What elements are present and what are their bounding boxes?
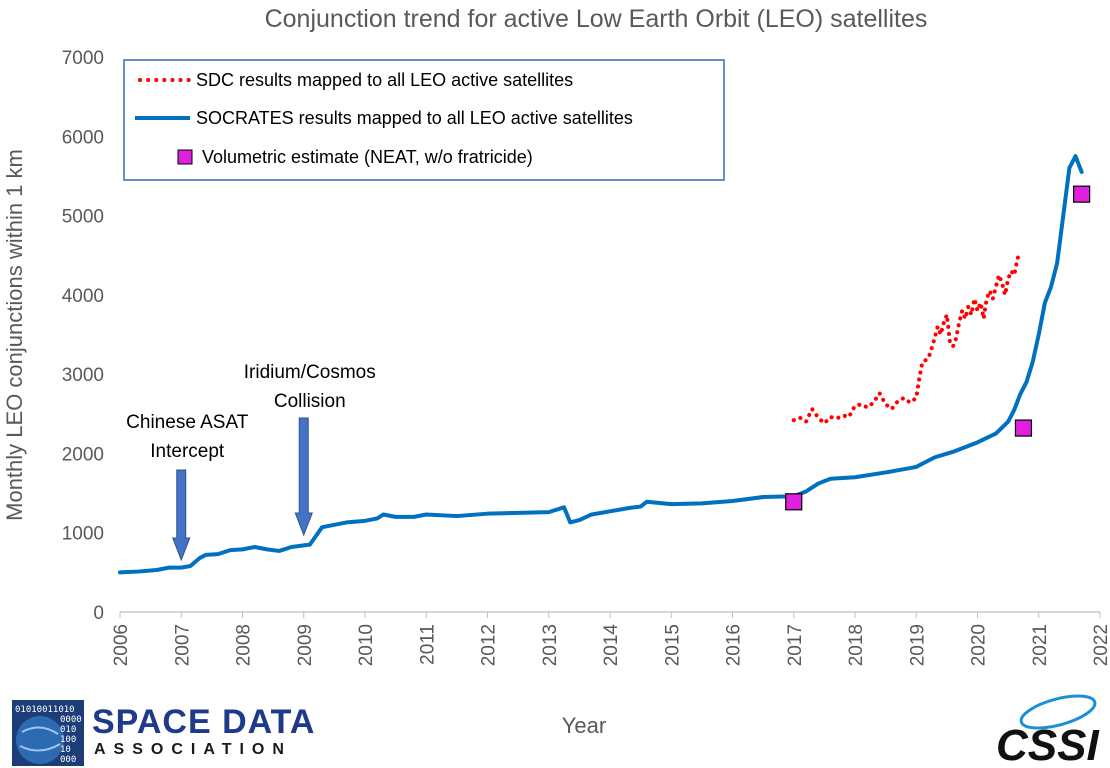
x-tick-label: 2013 [540,624,561,666]
y-tick-label: 1000 [62,524,104,545]
x-tick-label: 2010 [356,624,377,666]
cssi-logo: CSSI [996,694,1099,768]
sda-logo-text: SPACE DATA [92,703,315,741]
cssi-logo-text: CSSI [996,721,1099,768]
x-tick-label: 2014 [601,624,622,667]
legend-socrates-label: SOCRATES results mapped to all LEO activ… [196,108,633,128]
legend-box [123,59,725,181]
y-tick-label: 7000 [62,48,104,69]
sda-binary-text: 100 [60,735,76,745]
sda-binary-text: 10 [60,745,71,755]
series-line-socrates [118,154,1084,575]
series-line-sdc [791,249,1023,427]
sda-logo-subtext: ASSOCIATION [94,741,292,758]
volumetric-marker [1073,185,1091,203]
orbit-ring-icon [1019,694,1097,730]
sda-binary-text: 000 [60,755,76,765]
annotation-layer: Chinese ASAT Intercept Iridium/Cosmos Colli… [126,362,376,562]
volumetric-marker [1014,419,1033,437]
x-tick-label: 2015 [662,624,683,666]
x-tick-label: 2012 [479,624,500,666]
annotation-label: Intercept [150,441,225,462]
annotation-arrow-icon [172,469,191,562]
legend-volumetric-swatch [177,149,193,165]
sda-binary-text: 010 [60,725,76,735]
y-tick-label: 5000 [62,207,104,228]
y-tick-label: 4000 [62,286,104,307]
x-tick-label: 2018 [846,624,867,666]
x-tick-label: 2009 [295,624,316,666]
legend-sdc-label: SDC results mapped to all LEO active sat… [196,70,573,90]
x-tick-label: 2016 [724,624,745,666]
series-layer [118,154,1091,575]
x-tick-label: 2017 [785,624,806,666]
y-tick-label: 3000 [62,365,104,386]
annotation-label: Chinese ASAT [126,412,249,433]
x-tick-label: 2022 [1091,624,1110,666]
x-tick-label: 2020 [969,624,990,666]
volumetric-marker [785,493,803,511]
legend: SDC results mapped to all LEO active sat… [123,59,725,181]
x-tick-label: 2006 [111,624,132,666]
x-tick-labels: 2006 2007 2008 2009 2010 2011 2012 2013 2014 2015… [111,612,1110,666]
chart-title: Conjunction trend for active Low Earth O… [265,5,928,33]
x-tick-label: 2007 [172,624,193,666]
x-tick-label: 2008 [234,624,255,666]
x-tick-label: 2021 [1030,624,1051,666]
globe-icon [16,716,64,764]
x-axis-title: Year [562,713,606,738]
legend-volumetric-label: Volumetric estimate (NEAT, w/o fratricid… [202,147,533,167]
y-tick-labels: 0 1000 2000 3000 4000 5000 6000 7000 [62,48,104,624]
annotation-arrow-icon [294,417,313,537]
y-axis-title: Monthly LEO conjunctions within 1 km [2,149,27,521]
annotation-label: Collision [274,391,346,412]
annotation-label: Iridium/Cosmos [244,362,376,383]
y-tick-label: 0 [93,603,104,624]
sda-binary-text: 0000 [60,715,82,725]
x-tick-label: 2011 [417,624,438,665]
y-tick-label: 2000 [62,444,104,465]
y-tick-label: 6000 [62,127,104,148]
sda-binary-text: 01010011010 [15,705,75,715]
x-tick-label: 2019 [907,624,928,666]
